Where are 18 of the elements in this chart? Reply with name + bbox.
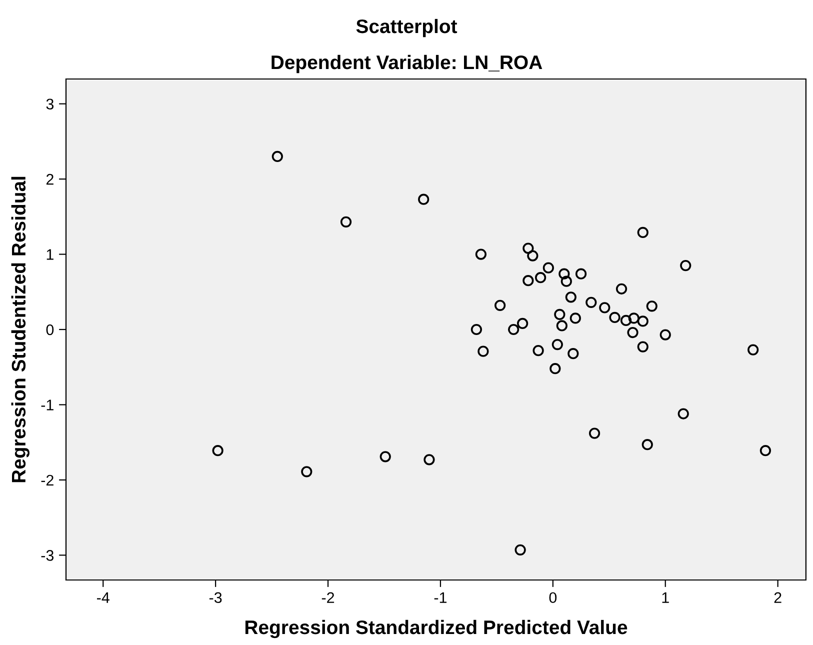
- y-tick-label: 3: [46, 98, 54, 110]
- x-tick-label: 1: [662, 592, 669, 603]
- x-axis-title: Regression Standardized Predicted Value: [245, 620, 628, 638]
- x-tick-label: -1: [434, 592, 447, 603]
- x-tick-label: -3: [209, 592, 222, 604]
- y-tick-label: 1: [46, 249, 54, 260]
- x-tick-label: -4: [96, 592, 110, 603]
- chart-title: Scatterplot: [356, 18, 458, 38]
- x-tick-label: 2: [774, 592, 782, 603]
- chart-subtitle: Dependent Variable: LN_ROA: [272, 54, 542, 74]
- y-tick-label: 2: [46, 174, 54, 185]
- x-tick-label: 0: [549, 592, 557, 604]
- y-tick-label: -1: [41, 400, 54, 410]
- y-tick-label: -3: [41, 550, 54, 561]
- x-tick-label: -2: [322, 592, 334, 603]
- y-tick-label: 0: [46, 324, 54, 336]
- y-tick-label: -2: [41, 474, 54, 486]
- y-axis-title: Regression Studentized Residual: [11, 176, 30, 482]
